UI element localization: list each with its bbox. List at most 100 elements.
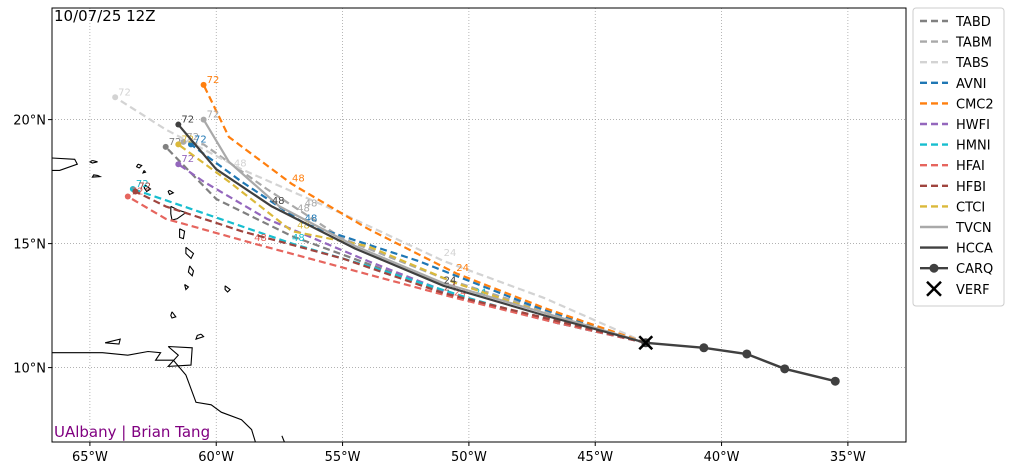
legend-entry-cmc2: CMC2	[920, 97, 994, 112]
forecast-hour-label: 24	[444, 248, 457, 259]
forecast-hour-label: 72	[186, 132, 199, 143]
legend: TABD TABM TABS AVNI CMC2 HWFI HMNI HFAI HFBI CTCI…	[912, 7, 1005, 307]
track-line-tvcn	[202, 119, 647, 344]
track-hwfi: 72	[175, 154, 647, 344]
x-tick-label: 65°W	[72, 450, 108, 465]
track-tabm: 72 48	[180, 132, 647, 344]
forecast-hour-label: 72	[194, 134, 207, 145]
track-line-cmc2	[202, 84, 647, 344]
legend-label: HWFI	[956, 118, 990, 133]
legend-entry-tabm: TABM	[920, 36, 992, 51]
y-tick-label: 10°N	[13, 362, 46, 377]
coastline-segment	[224, 285, 231, 293]
forecast-hour-label: 48	[305, 198, 318, 209]
coastline-segment	[170, 205, 188, 221]
map-plot-area: 7272487224487248722448727224487224487224…	[51, 7, 907, 443]
track-line-tabd	[164, 146, 647, 344]
coastline-segment	[281, 435, 285, 442]
track-line-hfbi	[134, 190, 647, 344]
map-frame	[51, 7, 907, 443]
legend-label: HFAI	[956, 159, 985, 174]
x-tick-label: 60°W	[198, 450, 234, 465]
forecast-hour-label: 48	[292, 233, 305, 244]
forecast-hour-label: 48	[234, 159, 247, 170]
legend-label: TABD	[955, 15, 991, 30]
x-tick-label: 35°W	[830, 450, 866, 465]
x-tick-label: 45°W	[577, 450, 613, 465]
coastline-segment	[184, 284, 190, 291]
coastline-segment	[167, 189, 175, 196]
legend-entry-hmni: HMNI	[920, 139, 991, 154]
legend-label: AVNI	[956, 77, 987, 92]
legend-entry-hwfi: HWFI	[920, 118, 990, 133]
track-end-marker	[124, 193, 131, 200]
legend-entry-carq: CARQ	[920, 262, 993, 277]
track-line-tabm	[183, 140, 647, 344]
coastline-segment	[135, 163, 143, 169]
coastline-segment	[179, 228, 186, 240]
coastline-segment	[91, 174, 103, 178]
track-end-marker	[180, 138, 187, 145]
legend-label: TABS	[955, 56, 989, 71]
forecast-hour-label: 72	[207, 110, 220, 121]
forecast-hour-label: 48	[305, 213, 318, 224]
legend-label: HCCA	[956, 242, 993, 257]
legend-label: TVCN	[955, 221, 992, 236]
forecast-hour-label: 48	[272, 196, 285, 207]
coastline-segment	[195, 333, 205, 340]
legend-swatch-marker	[929, 263, 939, 273]
legend-label: HMNI	[956, 139, 991, 154]
legend-entry-hfbi: HFBI	[920, 180, 986, 195]
track-end-marker	[112, 94, 119, 101]
forecast-tracks: 7272487224487248722448727224487224487224…	[112, 75, 647, 344]
forecast-hour-label: 72	[207, 75, 220, 86]
forecast-hour-label: 72	[181, 154, 194, 165]
y-tick-label: 20°N	[13, 114, 46, 129]
legend-entry-hcca: HCCA	[920, 242, 993, 257]
track-end-marker	[175, 121, 182, 128]
forecast-hour-label: 72	[118, 87, 131, 98]
x-tick-label: 55°W	[325, 450, 361, 465]
coastline-segment	[143, 184, 152, 193]
track-end-marker	[162, 143, 169, 150]
map-title: 10/07/25 12Z	[54, 7, 156, 25]
track-end-marker	[175, 161, 182, 168]
carq-marker	[699, 343, 709, 353]
forecast-hour-label: 48	[254, 233, 267, 244]
legend-label: CMC2	[956, 97, 994, 112]
forecast-hour-label: 72	[181, 115, 194, 126]
legend-entry-avni: AVNI	[920, 77, 987, 92]
coastline-segment	[185, 246, 195, 260]
coastline-segment	[52, 157, 79, 171]
track-end-marker	[132, 188, 139, 195]
legend-entry-verf: VERF	[926, 280, 990, 298]
coastline-segment	[170, 311, 177, 319]
track-end-marker	[200, 81, 207, 88]
coastline-segment	[166, 345, 193, 368]
forecast-hour-label: 72	[136, 179, 149, 190]
forecast-hour-label: 24	[454, 288, 467, 299]
carq-marker	[742, 349, 752, 359]
y-tick-label: 15°N	[13, 238, 46, 253]
track-end-marker	[200, 116, 207, 123]
y-axis-ticks: 10°N 15°N 20°N	[13, 114, 52, 377]
coastline-segment	[52, 350, 256, 442]
track-line-tabs	[114, 96, 647, 344]
legend-label: HFBI	[956, 180, 986, 195]
track-line-hfai	[127, 195, 647, 344]
legend-label: TABM	[955, 36, 992, 51]
verf-marker	[638, 335, 654, 351]
x-tick-label: 50°W	[451, 450, 487, 465]
forecast-hour-label: 24	[444, 275, 457, 286]
lat-lon-gridlines	[52, 8, 906, 442]
legend-entry-hfai: HFAI	[920, 159, 985, 174]
legend-entry-tabs: TABS	[920, 56, 989, 71]
legend-swatch	[926, 280, 942, 297]
carq-marker	[830, 376, 840, 386]
credit-text: UAlbany | Brian Tang	[54, 423, 210, 441]
track-end-marker	[175, 141, 182, 148]
coastline-segment	[141, 170, 147, 174]
legend-label: CTCI	[956, 200, 985, 215]
forecast-hour-label: 48	[297, 221, 310, 232]
forecast-hour-label: 48	[292, 174, 305, 185]
